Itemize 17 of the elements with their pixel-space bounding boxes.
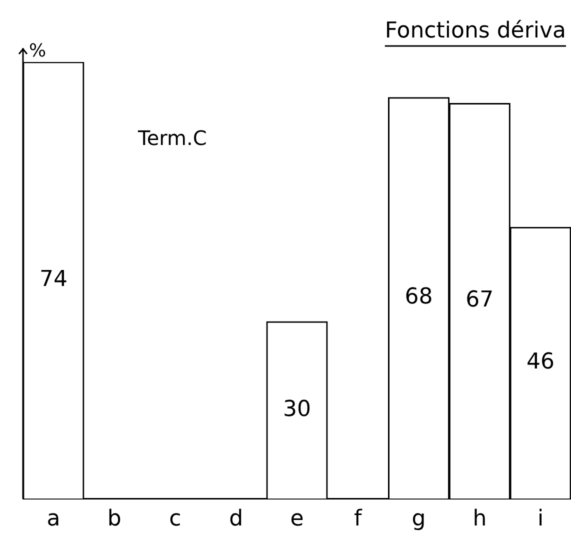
chart-title: Fonctions dériva <box>384 18 566 44</box>
x-tick-label: a <box>46 506 60 532</box>
x-tick-label: h <box>472 506 487 532</box>
x-tick-label: f <box>354 506 364 532</box>
x-tick-label: d <box>229 506 244 532</box>
annotation: Term.C <box>137 126 207 150</box>
x-tick-label: c <box>169 506 182 532</box>
y-axis-title: % <box>29 40 46 62</box>
x-tick-label: g <box>412 506 426 532</box>
data-label: 74 <box>39 267 68 292</box>
x-tick-label: i <box>537 506 544 532</box>
data-label: 46 <box>526 350 555 375</box>
x-tick-label: b <box>107 506 122 532</box>
data-label: 68 <box>404 284 433 310</box>
x-tick-label: e <box>290 506 304 532</box>
data-label: 67 <box>466 288 494 313</box>
data-label: 30 <box>283 396 311 422</box>
